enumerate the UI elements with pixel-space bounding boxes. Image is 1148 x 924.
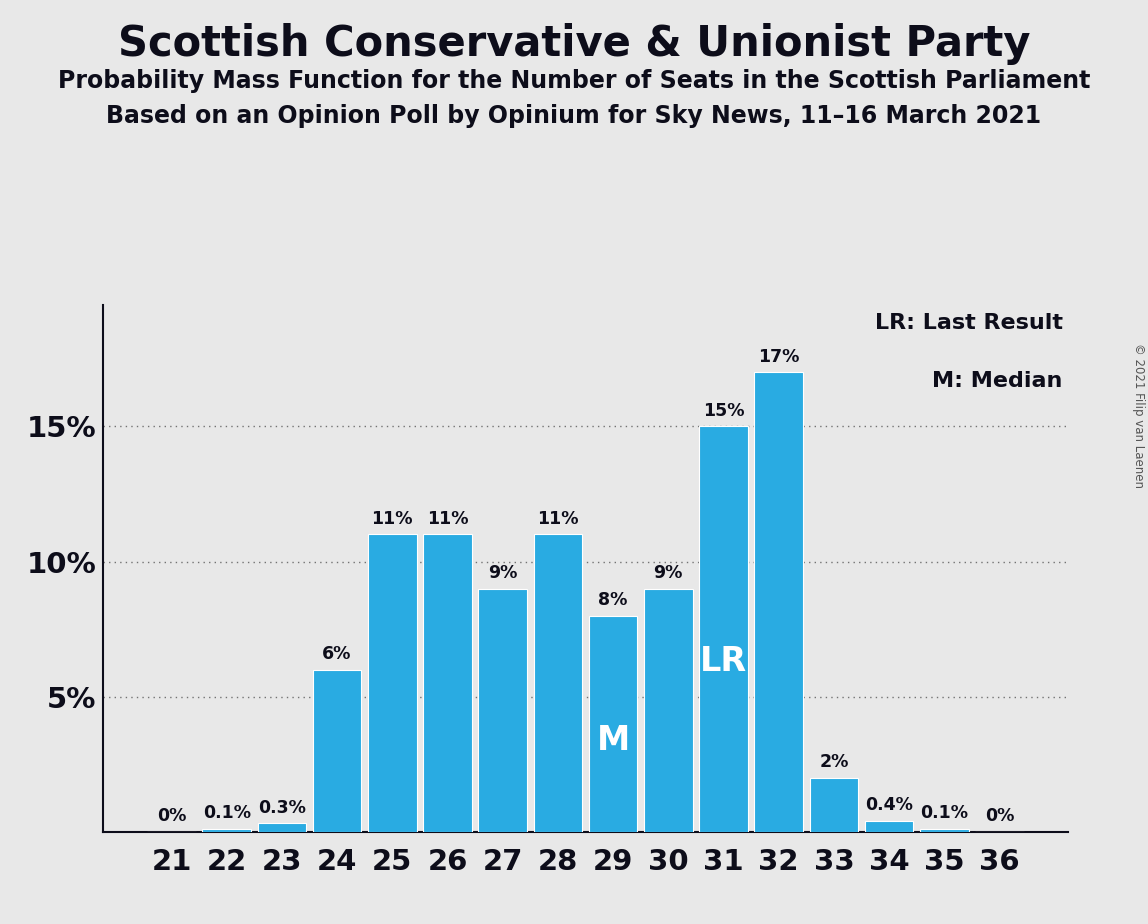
Text: 11%: 11% <box>537 510 579 528</box>
Text: 0.1%: 0.1% <box>921 804 968 822</box>
Text: 2%: 2% <box>820 753 848 771</box>
Text: 0.1%: 0.1% <box>203 804 250 822</box>
Bar <box>257 823 307 832</box>
Text: 9%: 9% <box>653 564 683 582</box>
Text: 11%: 11% <box>372 510 413 528</box>
Text: 15%: 15% <box>703 402 744 419</box>
Text: 8%: 8% <box>598 590 628 609</box>
Bar <box>479 589 527 832</box>
Bar <box>754 372 802 832</box>
Text: LR: Last Result: LR: Last Result <box>875 313 1063 333</box>
Text: 9%: 9% <box>488 564 518 582</box>
Bar <box>589 615 637 832</box>
Bar <box>202 829 251 832</box>
Text: 0%: 0% <box>157 807 186 825</box>
Bar <box>809 778 859 832</box>
Text: 11%: 11% <box>427 510 468 528</box>
Bar <box>864 821 914 832</box>
Text: M: M <box>597 724 630 758</box>
Bar <box>534 534 582 832</box>
Text: 0.4%: 0.4% <box>866 796 913 814</box>
Text: 17%: 17% <box>758 347 799 366</box>
Bar <box>644 589 692 832</box>
Bar <box>312 670 362 832</box>
Bar <box>369 534 417 832</box>
Text: 0%: 0% <box>985 807 1014 825</box>
Text: 6%: 6% <box>323 645 351 663</box>
Bar <box>424 534 472 832</box>
Text: LR: LR <box>700 645 747 678</box>
Text: © 2021 Filip van Laenen: © 2021 Filip van Laenen <box>1132 344 1146 488</box>
Bar <box>920 829 969 832</box>
Text: Probability Mass Function for the Number of Seats in the Scottish Parliament: Probability Mass Function for the Number… <box>57 69 1091 93</box>
Text: Scottish Conservative & Unionist Party: Scottish Conservative & Unionist Party <box>118 23 1030 65</box>
Text: M: Median: M: Median <box>932 371 1063 391</box>
Text: 0.3%: 0.3% <box>258 798 305 817</box>
Text: Based on an Opinion Poll by Opinium for Sky News, 11–16 March 2021: Based on an Opinion Poll by Opinium for … <box>107 104 1041 128</box>
Bar <box>699 427 747 832</box>
